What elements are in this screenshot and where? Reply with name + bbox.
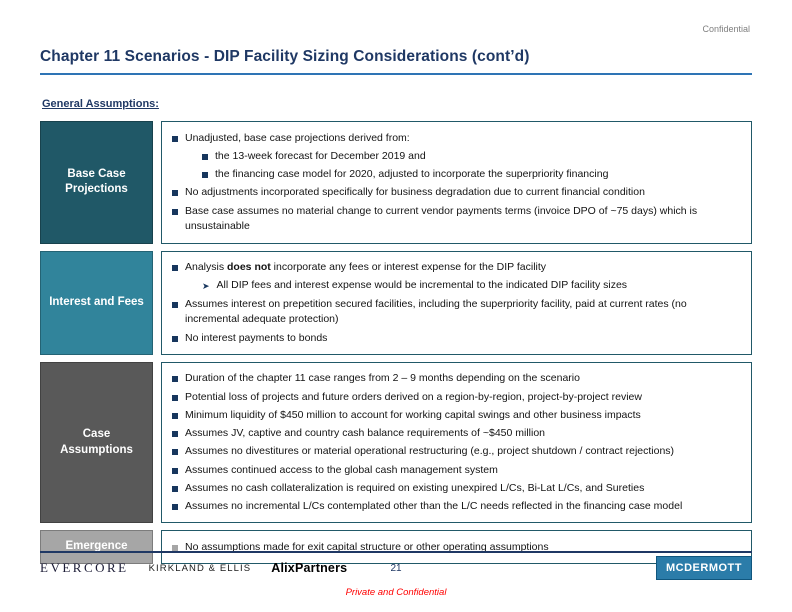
bullet-item: No assumptions made for exit capital str…: [172, 540, 741, 556]
square-bullet-icon: [172, 412, 178, 419]
bullet-text: Assumes interest on prepetition secured …: [185, 297, 687, 326]
row-label: Interest and Fees: [40, 250, 153, 355]
square-bullet-icon: [172, 485, 178, 492]
row-content-box: Unadjusted, base case projections derive…: [161, 121, 752, 244]
square-bullet-icon: [172, 431, 178, 437]
bullet-item: Assumes no divestitures or material oper…: [172, 444, 741, 460]
title-block: Chapter 11 Scenarios - DIP Facility Sizi…: [40, 48, 752, 75]
row-content-box: Duration of the chapter 11 case ranges f…: [161, 361, 752, 524]
row-label: Base Case Projections: [40, 121, 153, 244]
square-bullet-icon: [202, 172, 208, 178]
square-bullet-icon: [172, 265, 178, 271]
row-content-box: No assumptions made for exit capital str…: [161, 530, 752, 564]
square-bullet-icon: [172, 449, 178, 456]
assumption-row: Emergence No assumptions made for exit ca…: [40, 530, 752, 564]
bullet-item: Duration of the chapter 11 case ranges f…: [172, 371, 741, 387]
page-number: 21: [390, 563, 402, 574]
square-bullet-icon: [172, 301, 178, 308]
section-heading: General Assumptions:: [42, 98, 159, 110]
bullet-text: Base case assumes no material change to …: [185, 204, 698, 233]
bullet-item: the financing case model for 2020, adjus…: [202, 167, 741, 183]
bullet-text: Assumes no divestitures or material oper…: [185, 445, 675, 458]
square-bullet-icon: [172, 376, 178, 383]
private-confidential-note: Private and Confidential: [345, 587, 447, 598]
bullet-text: No assumptions made for exit capital str…: [185, 540, 549, 553]
alixpartners-logo: AlixPartners: [271, 561, 348, 575]
page-title: Chapter 11 Scenarios - DIP Facility Sizi…: [40, 48, 530, 65]
square-bullet-icon: [172, 190, 178, 197]
bullet-text: the financing case model for 2020, adjus…: [215, 168, 609, 180]
square-bullet-icon: [172, 208, 178, 215]
square-bullet-icon: [202, 153, 208, 160]
assumptions-table: Base Case Projections Unadjusted, base ca…: [40, 121, 752, 571]
square-bullet-icon: [172, 544, 178, 551]
assumption-row: Case Assumptions Duration of the chapter …: [40, 361, 752, 524]
square-bullet-icon: [172, 467, 178, 474]
bullet-text: Assumes JV, captive and country cash bal…: [185, 427, 546, 439]
bullet-text: Duration of the chapter 11 case ranges f…: [185, 372, 580, 385]
logo-group: EVERCORE KIRKLAND & ELLIS AlixPartners: [40, 560, 347, 576]
bullet-item: Potential loss of projects and future or…: [172, 390, 741, 406]
square-bullet-icon: [172, 504, 178, 510]
square-bullet-icon: [172, 394, 178, 401]
bullet-item: Analysis does not incorporate any fees o…: [172, 260, 741, 276]
arrow-bullet-icon: ➤: [202, 280, 210, 291]
bullet-text: Unadjusted, base case projections derive…: [185, 131, 410, 144]
assumption-row: Interest and Fees Analysis does not incor…: [40, 250, 752, 355]
square-bullet-icon: [172, 335, 178, 342]
bullet-item: the 13-week forecast for December 2019 a…: [202, 149, 741, 165]
mcdermott-logo: MCDERMOTT: [656, 556, 752, 580]
assumption-row: Base Case Projections Unadjusted, base ca…: [40, 121, 752, 244]
bullet-item: Assumes continued access to the global c…: [172, 463, 741, 479]
evercore-logo: EVERCORE: [40, 560, 129, 575]
bullet-item: Base case assumes no material change to …: [172, 204, 741, 236]
square-bullet-icon: [172, 135, 178, 142]
bullet-item: Assumes interest on prepetition secured …: [172, 297, 741, 329]
bullet-text: All DIP fees and interest expense would …: [216, 279, 628, 292]
confidential-marker: Confidential: [702, 24, 750, 34]
bullet-item: Unadjusted, base case projections derive…: [172, 131, 741, 147]
bullet-text: the 13-week forecast for December 2019 a…: [215, 149, 426, 162]
bullet-text: No interest payments to bonds: [185, 331, 328, 344]
bullet-item: Assumes no cash collateralization is req…: [172, 481, 741, 497]
kirkland-ellis-logo: KIRKLAND & ELLIS: [148, 562, 252, 574]
bullet-text: Assumes continued access to the global c…: [185, 463, 498, 476]
bullet-text: No adjustments incorporated specifically…: [185, 186, 645, 199]
bullet-text: Analysis does not incorporate any fees o…: [185, 261, 547, 273]
bullet-item: ➤ All DIP fees and interest expense would…: [202, 278, 741, 294]
row-content-box: Analysis does not incorporate any fees o…: [161, 250, 752, 355]
bullet-text: Assumes no cash collateralization is req…: [185, 481, 645, 494]
bullet-item: Assumes JV, captive and country cash bal…: [172, 426, 741, 442]
row-label: Case Assumptions: [40, 361, 153, 524]
row-label: Emergence: [40, 530, 153, 564]
bullet-text: Minimum liquidity of $450 million to acc…: [185, 408, 641, 421]
footer-divider: [40, 551, 752, 553]
bullet-item: Minimum liquidity of $450 million to acc…: [172, 408, 741, 424]
bullet-text: Assumes no incremental L/Cs contemplated…: [185, 500, 683, 512]
bullet-item: No interest payments to bonds: [172, 331, 741, 347]
bullet-item: No adjustments incorporated specifically…: [172, 185, 741, 201]
footer: EVERCORE KIRKLAND & ELLIS AlixPartners 2…: [40, 556, 752, 580]
bullet-item: Assumes no incremental L/Cs contemplated…: [172, 499, 741, 515]
bullet-text: Potential loss of projects and future or…: [185, 390, 642, 403]
